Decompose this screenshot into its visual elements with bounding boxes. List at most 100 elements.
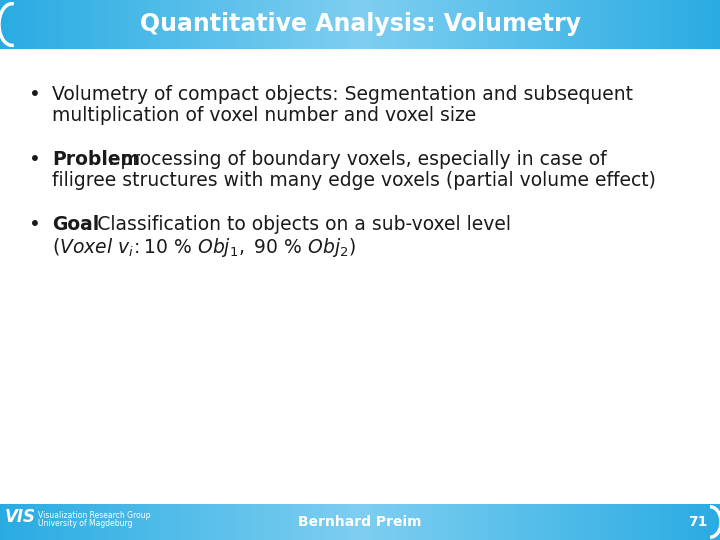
Bar [31,0,34,49]
Bar [266,504,269,540]
Bar [554,504,557,540]
Bar [211,0,214,49]
Bar [581,504,584,540]
Bar [125,504,127,540]
Bar [48,504,51,540]
Bar [290,504,293,540]
Bar [715,504,718,540]
Bar [531,0,534,49]
Bar [583,0,586,49]
Bar [22,504,24,540]
Bar [192,504,195,540]
Bar [45,504,48,540]
Bar [125,0,127,49]
Bar [655,504,658,540]
Bar [324,0,327,49]
Bar [221,504,224,540]
Bar [693,504,696,540]
Bar [216,504,219,540]
Bar [675,0,678,49]
Bar [5,504,8,540]
Bar [36,504,39,540]
Bar [2,0,5,49]
Bar [187,0,190,49]
Bar [549,504,552,540]
Bar [600,504,603,540]
Bar [509,504,512,540]
Bar [333,0,336,49]
Bar [605,504,608,540]
Bar [34,0,37,49]
Bar [156,0,159,49]
Bar [204,0,207,49]
Bar [607,0,610,49]
Bar [103,504,106,540]
Bar [495,504,498,540]
Bar [233,504,235,540]
Bar [439,504,442,540]
Bar [94,0,96,49]
Bar [545,0,548,49]
Bar [369,504,372,540]
Bar [225,0,228,49]
Bar [634,504,636,540]
Bar [711,504,714,540]
Bar [396,504,399,540]
Bar [247,504,250,540]
Bar [624,0,627,49]
Bar [343,0,346,49]
Bar [485,504,487,540]
Bar [151,504,154,540]
Bar [19,0,22,49]
Bar [468,504,471,540]
Bar [12,0,15,49]
Bar [233,0,235,49]
Bar [38,504,41,540]
Bar [209,504,212,540]
Bar [53,504,55,540]
Bar [346,504,348,540]
Bar [521,504,523,540]
Bar [108,504,111,540]
Bar [312,504,315,540]
Bar [456,0,459,49]
Bar [29,0,32,49]
Bar [331,0,334,49]
Bar [377,504,379,540]
Bar [173,0,176,49]
Bar [535,0,538,49]
Bar [319,504,322,540]
Bar [475,504,478,540]
Bar [117,0,120,49]
Bar [115,0,118,49]
Bar [9,0,12,49]
Bar [562,0,564,49]
Bar [70,504,73,540]
Bar [24,504,27,540]
Bar [43,504,46,540]
Bar [48,0,51,49]
Text: multiplication of voxel number and voxel size: multiplication of voxel number and voxel… [52,106,476,125]
Bar [209,0,212,49]
Bar [360,504,363,540]
Bar [91,0,94,49]
Bar [672,0,675,49]
Bar [185,0,188,49]
Bar [595,504,598,540]
Bar [554,0,557,49]
Bar [415,504,418,540]
Bar [384,504,387,540]
Bar [451,504,454,540]
Bar [142,504,145,540]
Bar [310,0,312,49]
Bar [269,504,271,540]
Bar [682,504,685,540]
Bar [243,0,246,49]
Bar [362,0,365,49]
Bar [355,504,358,540]
Bar [288,0,291,49]
Bar [473,0,476,49]
Bar [110,0,113,49]
Text: Problem: Problem [52,150,140,169]
Bar [542,504,545,540]
